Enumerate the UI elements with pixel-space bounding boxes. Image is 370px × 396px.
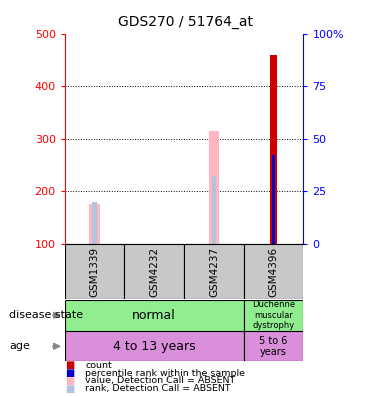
Text: Duchenne
muscular
dystrophy: Duchenne muscular dystrophy [252,300,295,330]
Bar [184,244,244,299]
Bar [65,300,244,331]
Text: ■: ■ [65,384,74,394]
Bar [92,202,97,244]
Text: GSM4396: GSM4396 [269,247,279,297]
Bar [244,300,303,331]
Bar [65,244,124,299]
Text: 4 to 13 years: 4 to 13 years [113,340,196,353]
Bar [209,131,219,244]
Bar [124,244,184,299]
Bar [212,176,216,244]
Bar [89,204,100,244]
Text: value, Detection Call = ABSENT: value, Detection Call = ABSENT [85,377,235,385]
Bar [272,155,275,244]
Bar [270,55,277,244]
Text: GSM1339: GSM1339 [90,247,100,297]
Bar [244,244,303,299]
Text: ■: ■ [65,368,74,378]
Text: GDS270 / 51764_at: GDS270 / 51764_at [118,15,252,29]
Text: age: age [9,341,30,351]
Text: ■: ■ [65,360,74,370]
Text: GSM4232: GSM4232 [149,247,159,297]
Text: rank, Detection Call = ABSENT: rank, Detection Call = ABSENT [85,385,231,393]
Text: disease state: disease state [9,310,83,320]
Text: ■: ■ [65,376,74,386]
Text: GSM4237: GSM4237 [209,247,219,297]
Text: normal: normal [132,309,176,322]
Text: 5 to 6
years: 5 to 6 years [259,335,288,357]
Text: count: count [85,361,112,369]
Bar [65,331,244,361]
Bar [244,331,303,361]
Text: percentile rank within the sample: percentile rank within the sample [85,369,245,377]
